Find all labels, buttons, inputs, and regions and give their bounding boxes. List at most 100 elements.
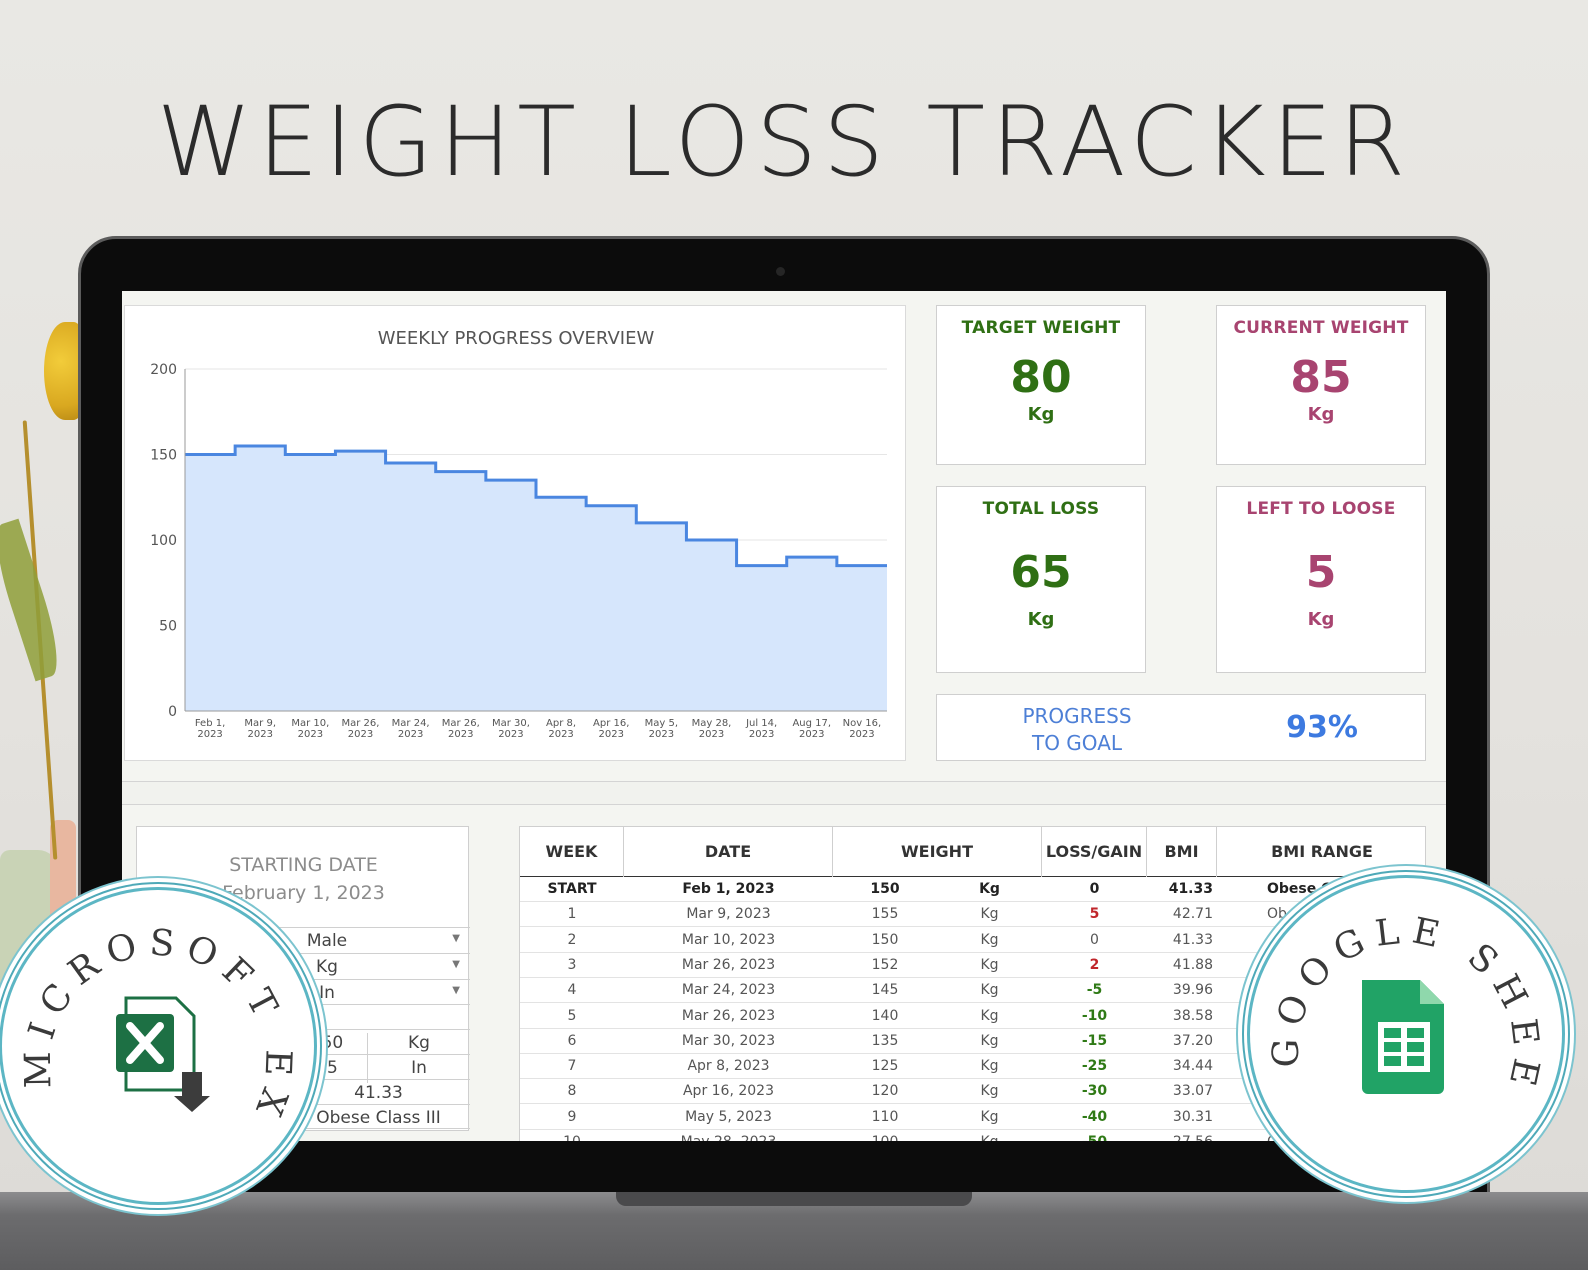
cell-unit[interactable]: Kg [980, 906, 999, 923]
cell-bmi[interactable]: 34.44 [1172, 1058, 1213, 1075]
cell-loss-gain[interactable]: -50 [1042, 1130, 1147, 1141]
y-tick-label: 0 [168, 704, 177, 720]
cell-week[interactable]: 7 [567, 1058, 577, 1075]
table-row: START Feb 1, 2023 150 Kg 0 41.33 Obese Class I… [520, 877, 1425, 902]
cell-weight[interactable]: 100 [833, 1130, 937, 1141]
cell-week[interactable]: 9 [567, 1108, 577, 1125]
cell-week[interactable]: 3 [567, 956, 577, 973]
cell-bmi[interactable]: 38.58 [1172, 1007, 1213, 1024]
cell-weight[interactable]: 110 [871, 1108, 899, 1125]
header-date: DATE [624, 827, 833, 877]
cell-week[interactable]: 4 [567, 982, 577, 999]
cell-bmi[interactable]: 41.33 [1168, 881, 1213, 897]
cell-weight[interactable]: 145 [871, 982, 899, 999]
cell-loss-gain[interactable]: 2 [1089, 956, 1100, 973]
x-tick-label: Nov 16, 2023 [843, 718, 882, 740]
weight-value[interactable]: 150 [310, 1033, 344, 1053]
cell-bmi[interactable]: 42.71 [1172, 906, 1213, 923]
cell-date[interactable]: Mar 24, 2023 [681, 982, 776, 999]
cell-loss-gain[interactable]: -15 [1081, 1032, 1108, 1049]
cell-week[interactable]: 10 [520, 1130, 624, 1141]
y-tick-label: 100 [150, 533, 177, 549]
cell-weight[interactable]: 125 [871, 1058, 899, 1075]
cell-week[interactable]: 2 [567, 931, 577, 948]
x-tick-label: Apr 8, 2023 [546, 718, 576, 740]
cell-date[interactable]: Mar 30, 2023 [681, 1032, 776, 1049]
cell-loss-gain[interactable]: 0 [1090, 931, 1099, 948]
cell-weight[interactable]: 152 [871, 956, 899, 973]
cell-loss-gain[interactable]: -10 [1081, 1007, 1108, 1024]
cell-week[interactable]: START [547, 881, 597, 897]
cell-unit[interactable]: Kg [979, 881, 1000, 897]
cell-loss-gain[interactable]: 0 [1089, 881, 1100, 897]
target-weight-unit: Kg [1027, 404, 1055, 425]
cell-unit[interactable]: Kg [980, 982, 999, 999]
x-tick-label: Mar 24, 2023 [392, 718, 430, 740]
cell-bmi[interactable]: 39.96 [1172, 982, 1213, 999]
cell-date[interactable]: Apr 8, 2023 [687, 1058, 770, 1075]
cell-date[interactable]: May 28, 2023 [624, 1130, 833, 1141]
cell-weight[interactable]: 155 [871, 906, 899, 923]
cell-unit[interactable]: Kg [980, 956, 999, 973]
cell-loss-gain[interactable]: -5 [1086, 982, 1103, 999]
total-loss-label: TOTAL LOSS [982, 499, 1100, 519]
cell-unit[interactable]: Kg [937, 1130, 1042, 1141]
y-tick-label: 150 [150, 448, 177, 464]
laptop-notch [616, 1192, 972, 1206]
cell-bmi[interactable]: 33.07 [1172, 1083, 1213, 1100]
cell-date[interactable]: Mar 26, 2023 [681, 956, 776, 973]
height-row: 75 In [287, 1054, 470, 1083]
weekly-progress-chart[interactable]: WEEKLY PROGRESS OVERVIEW 0 50 100 150 200 Feb … [124, 305, 906, 761]
cell-date[interactable]: Mar 10, 2023 [681, 931, 776, 948]
cell-unit[interactable]: Kg [980, 1058, 999, 1075]
bmi-range-value: Obese Class III [316, 1108, 441, 1128]
height-unit-select[interactable]: In ▼ [227, 979, 470, 1005]
weight-unit-select-value: Kg [316, 957, 338, 977]
cell-unit[interactable]: Kg [980, 1032, 999, 1049]
cell-unit[interactable]: Kg [980, 1083, 999, 1100]
cell-bmi[interactable]: 41.88 [1172, 956, 1213, 973]
cell-bmi[interactable]: 37.20 [1172, 1032, 1213, 1049]
bmi-row: 41.33 [287, 1079, 470, 1104]
cell-week[interactable]: 1 [567, 906, 577, 923]
cell-unit[interactable]: Kg [980, 1108, 999, 1125]
cell-date[interactable]: Feb 1, 2023 [682, 881, 775, 897]
cell-week[interactable]: 8 [567, 1083, 577, 1100]
google-sheets-icon [1362, 980, 1444, 1094]
cell-weight[interactable]: 150 [871, 931, 899, 948]
cell-bmi[interactable]: 30.31 [1172, 1108, 1213, 1125]
cell-unit[interactable]: Kg [980, 1007, 999, 1024]
x-tick-label: Mar 9, 2023 [244, 718, 276, 740]
cell-date[interactable]: May 5, 2023 [685, 1108, 772, 1125]
gender-select[interactable]: Male ▼ [227, 927, 470, 953]
x-tick-label: May 28, 2023 [692, 718, 732, 740]
cell-bmi[interactable]: 41.33 [1172, 931, 1213, 948]
cell-unit[interactable]: Kg [980, 931, 999, 948]
cell-loss-gain[interactable]: -30 [1081, 1083, 1108, 1100]
header-weight: WEIGHT [833, 827, 1042, 877]
cell-weight[interactable]: 150 [870, 881, 900, 897]
starting-date-value[interactable]: February 1, 2023 [222, 882, 385, 904]
cell-weight[interactable]: 120 [871, 1083, 899, 1100]
cell-loss-gain[interactable]: -25 [1081, 1058, 1108, 1075]
excel-icon [116, 996, 210, 1112]
cell-weight[interactable]: 135 [871, 1032, 899, 1049]
x-tick-label: Apr 16, 2023 [593, 718, 629, 740]
cell-loss-gain[interactable]: 5 [1089, 906, 1100, 923]
cell-date[interactable]: Apr 16, 2023 [682, 1083, 774, 1100]
chevron-down-icon: ▼ [452, 985, 460, 996]
cell-week[interactable]: 6 [567, 1032, 577, 1049]
target-weight-card: TARGET WEIGHT 80 Kg [936, 305, 1146, 465]
total-loss-card: TOTAL LOSS 65 Kg [936, 486, 1146, 673]
cell-week[interactable]: 5 [567, 1007, 577, 1024]
height-value[interactable]: 75 [316, 1058, 338, 1078]
header-bmi: BMI [1147, 827, 1217, 877]
cell-weight[interactable]: 140 [871, 1007, 899, 1024]
weight-unit-select[interactable]: Kg ▼ [227, 953, 470, 979]
target-weight-label: TARGET WEIGHT [961, 318, 1121, 338]
cell-date[interactable]: Mar 9, 2023 [686, 906, 771, 923]
cell-date[interactable]: Mar 26, 2023 [681, 1007, 776, 1024]
cell-loss-gain[interactable]: -40 [1081, 1108, 1108, 1125]
height-unit-select-value: In [319, 983, 335, 1003]
cell-bmi[interactable]: 27.56 [1147, 1130, 1217, 1141]
